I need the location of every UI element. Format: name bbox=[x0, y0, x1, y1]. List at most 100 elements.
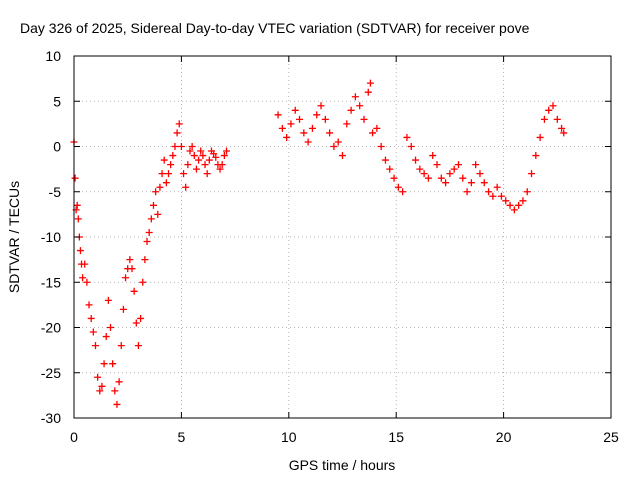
data-point bbox=[104, 296, 112, 304]
data-point bbox=[160, 156, 168, 164]
data-point bbox=[134, 342, 142, 350]
x-tick-label: 15 bbox=[388, 429, 404, 445]
data-point bbox=[102, 333, 110, 341]
data-point bbox=[287, 120, 295, 128]
data-point bbox=[203, 170, 211, 178]
data-point bbox=[386, 165, 394, 173]
y-tick-label: -25 bbox=[41, 365, 61, 381]
data-point bbox=[480, 179, 488, 187]
data-point bbox=[296, 115, 304, 123]
data-point bbox=[540, 115, 548, 123]
data-point bbox=[485, 188, 493, 196]
data-point bbox=[158, 170, 166, 178]
data-point bbox=[558, 124, 566, 132]
data-point bbox=[218, 161, 226, 169]
data-point bbox=[532, 152, 540, 160]
data-point bbox=[442, 179, 450, 187]
data-point bbox=[188, 143, 196, 150]
data-point bbox=[85, 301, 93, 309]
data-point bbox=[291, 106, 299, 114]
data-point bbox=[156, 183, 164, 191]
data-point bbox=[210, 150, 218, 158]
data-point bbox=[429, 152, 437, 160]
data-point bbox=[420, 170, 428, 178]
data-point bbox=[476, 170, 484, 178]
data-point bbox=[87, 314, 95, 322]
data-point bbox=[450, 165, 458, 173]
data-point bbox=[111, 387, 119, 395]
data-point bbox=[89, 328, 97, 336]
data-point bbox=[308, 124, 316, 132]
data-point bbox=[201, 161, 209, 169]
data-point bbox=[195, 156, 203, 164]
x-tick-label: 5 bbox=[178, 429, 186, 445]
data-point bbox=[130, 287, 138, 295]
data-point bbox=[100, 360, 108, 368]
data-point bbox=[98, 382, 106, 390]
y-tick-label: -30 bbox=[41, 410, 61, 426]
x-tick-label: 20 bbox=[496, 429, 512, 445]
data-point bbox=[304, 138, 312, 146]
data-point bbox=[149, 201, 157, 209]
y-tick-label: 10 bbox=[45, 48, 61, 64]
data-point bbox=[399, 188, 407, 196]
data-point bbox=[212, 153, 220, 161]
x-axis-label: GPS time / hours bbox=[289, 457, 396, 473]
data-point bbox=[152, 188, 160, 196]
y-tick-label: -5 bbox=[49, 184, 62, 200]
data-point bbox=[407, 143, 415, 150]
data-point bbox=[373, 124, 381, 132]
data-point bbox=[154, 210, 162, 218]
data-point bbox=[173, 129, 181, 137]
data-point bbox=[81, 260, 89, 268]
data-point bbox=[416, 165, 424, 173]
data-point bbox=[278, 124, 286, 132]
data-point bbox=[553, 115, 561, 123]
data-point bbox=[96, 387, 104, 395]
data-marks bbox=[70, 79, 568, 408]
data-point bbox=[326, 129, 334, 137]
data-point bbox=[497, 192, 505, 200]
data-point bbox=[459, 174, 467, 182]
data-point bbox=[147, 215, 155, 223]
y-tick-label: 0 bbox=[53, 139, 61, 155]
y-tick-label: -20 bbox=[41, 320, 61, 336]
data-point bbox=[139, 278, 147, 286]
data-point bbox=[360, 115, 368, 123]
data-point bbox=[132, 319, 140, 327]
data-point bbox=[169, 152, 177, 160]
data-point bbox=[165, 170, 173, 178]
data-point bbox=[454, 161, 462, 169]
chart-title: Day 326 of 2025, Sidereal Day-to-day VTE… bbox=[20, 20, 530, 36]
data-point bbox=[184, 161, 192, 169]
data-point bbox=[167, 161, 175, 169]
y-axis-label: SDTVAR / TECUs bbox=[6, 181, 22, 293]
data-point bbox=[76, 247, 84, 255]
data-point bbox=[109, 360, 117, 368]
data-point bbox=[274, 111, 282, 119]
data-point bbox=[83, 278, 91, 286]
data-point bbox=[351, 93, 359, 101]
data-point bbox=[180, 170, 188, 178]
data-point bbox=[536, 133, 544, 141]
data-point bbox=[347, 106, 355, 114]
data-point bbox=[115, 378, 123, 386]
data-point bbox=[356, 102, 364, 110]
data-point bbox=[91, 342, 99, 350]
data-point bbox=[205, 156, 213, 164]
data-point bbox=[199, 152, 207, 160]
data-point bbox=[145, 228, 153, 236]
data-point bbox=[510, 206, 518, 214]
data-point bbox=[390, 174, 398, 182]
data-point bbox=[74, 215, 82, 223]
data-point bbox=[220, 152, 228, 160]
data-point bbox=[71, 174, 79, 182]
data-point bbox=[119, 305, 127, 313]
x-tick-label: 25 bbox=[603, 429, 619, 445]
data-point bbox=[190, 152, 198, 160]
data-point bbox=[223, 147, 231, 155]
data-point bbox=[317, 102, 325, 110]
data-point bbox=[502, 197, 510, 205]
y-tick-label: 5 bbox=[53, 93, 61, 109]
